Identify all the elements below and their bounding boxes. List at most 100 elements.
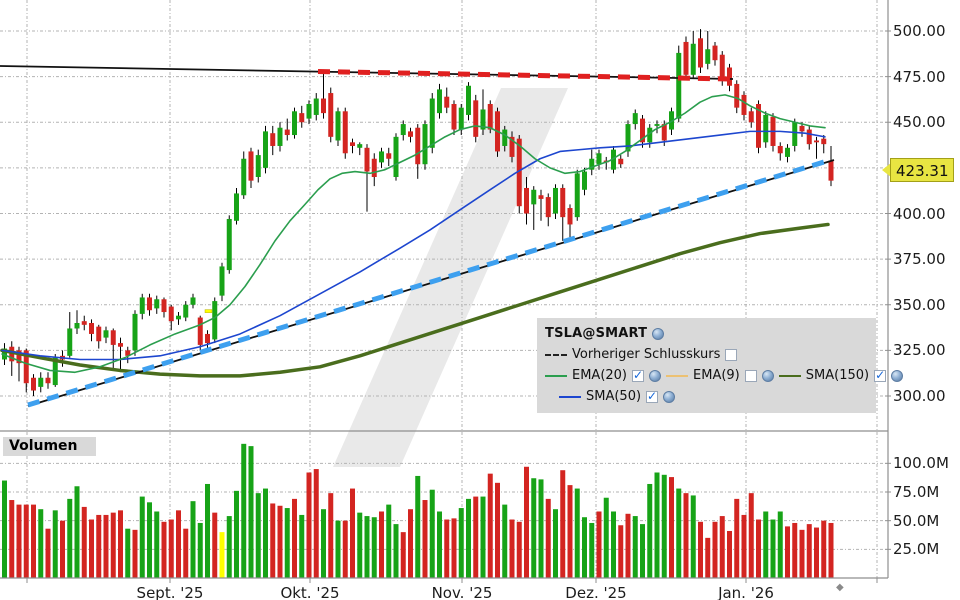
volume-bar xyxy=(444,519,450,578)
volume-bar xyxy=(335,520,341,578)
sma150-line-sample xyxy=(778,374,801,377)
checkbox-sma150[interactable] xyxy=(874,368,887,382)
volume-bar xyxy=(574,488,580,578)
volume-bar xyxy=(212,512,218,578)
volume-bar xyxy=(495,482,500,578)
globe-icon[interactable] xyxy=(652,327,665,340)
candle-body xyxy=(400,124,406,136)
month-axis-label: Dez. '25 xyxy=(565,584,627,600)
candle-body xyxy=(350,142,355,146)
candle-body xyxy=(74,323,80,329)
checkbox-sma50[interactable] xyxy=(646,389,659,403)
volume-bar xyxy=(45,528,51,578)
candle-body xyxy=(618,158,624,165)
checkbox-ema20[interactable] xyxy=(632,368,645,382)
resistance-trendline-dash[interactable] xyxy=(317,69,734,82)
volume-axis-label: 100.0M xyxy=(893,454,949,473)
volume-bar xyxy=(313,469,319,578)
candle-body xyxy=(364,147,370,172)
candle-body xyxy=(219,266,225,296)
candle-body xyxy=(553,187,558,214)
price-axis-label: 450.00 xyxy=(893,113,946,132)
candle-body xyxy=(466,85,471,115)
candle-body xyxy=(234,193,239,221)
candle-body xyxy=(371,158,377,177)
candle-body xyxy=(799,125,805,132)
candle-body xyxy=(502,129,508,146)
checkbox-prev-close[interactable] xyxy=(725,348,738,361)
volume-bar xyxy=(661,474,667,578)
volume-bar xyxy=(734,498,740,578)
volume-bar xyxy=(603,497,609,578)
price-axis-label: 500.00 xyxy=(893,22,946,40)
candle-body xyxy=(31,377,36,391)
volume-bar xyxy=(118,510,123,578)
instrument-title: TSLA@SMART xyxy=(545,326,648,341)
candle-body xyxy=(734,83,740,108)
candle-body xyxy=(277,127,283,146)
candle-body xyxy=(103,330,109,338)
candle-body xyxy=(647,127,653,143)
checkbox-ema9[interactable] xyxy=(744,369,757,382)
volume-bar xyxy=(110,512,116,578)
candle-body xyxy=(154,299,160,309)
volume-bar xyxy=(683,493,689,578)
volume-bar xyxy=(814,527,819,578)
volume-bar xyxy=(705,537,711,578)
volume-bar xyxy=(727,530,732,578)
volume-axis-label: 75.0M xyxy=(893,482,940,501)
volume-bar xyxy=(458,508,464,578)
volume-bar xyxy=(67,498,73,578)
volume-bar xyxy=(473,496,479,578)
axis-cursor-marker[interactable]: ◆ xyxy=(836,582,844,593)
candle-body xyxy=(16,350,22,364)
volume-bar xyxy=(429,489,435,578)
volume-bar xyxy=(176,510,181,578)
volume-panel-title: Volumen xyxy=(3,437,96,456)
volume-bar xyxy=(125,528,131,578)
volume-bar xyxy=(9,500,15,578)
volume-bar xyxy=(712,521,718,578)
legend-label-prev-close: Vorheriger Schlusskurs xyxy=(572,347,721,362)
candle-body xyxy=(806,129,812,145)
volume-bar xyxy=(777,511,783,578)
volume-bar xyxy=(451,518,457,578)
globe-icon[interactable] xyxy=(663,390,676,403)
candle-body xyxy=(67,328,73,356)
candle-body xyxy=(429,98,435,148)
month-axis-label: Jan. '26 xyxy=(718,584,774,600)
volume-bar xyxy=(364,516,370,578)
volume-bar xyxy=(509,519,515,578)
candle-body xyxy=(45,377,51,384)
volume-bar xyxy=(219,532,225,578)
candle-body xyxy=(741,94,747,115)
volume-bar xyxy=(248,446,254,578)
volume-bar xyxy=(502,504,508,578)
candle-body xyxy=(480,109,486,130)
volume-bar xyxy=(516,521,522,578)
volume-bar xyxy=(611,511,616,578)
candle-body xyxy=(567,208,573,225)
volume-bar xyxy=(386,504,392,578)
globe-icon[interactable] xyxy=(649,369,662,382)
candle-body xyxy=(335,111,341,141)
candle-body xyxy=(516,138,522,207)
candle-body xyxy=(263,131,268,168)
volume-bar xyxy=(161,521,167,578)
globe-icon[interactable] xyxy=(761,369,774,382)
volume-bar xyxy=(234,490,239,578)
candle-body xyxy=(118,343,123,347)
volume-bar xyxy=(2,480,7,578)
candle-body xyxy=(814,140,819,143)
volume-bar xyxy=(799,529,805,578)
legend-label-sma150: SMA(150) xyxy=(805,368,870,383)
legend-label-ema9: EMA(9) xyxy=(693,368,740,383)
globe-icon[interactable] xyxy=(891,369,904,382)
candle-body xyxy=(712,45,718,61)
ema9-line-sample xyxy=(666,374,689,377)
volume-bar xyxy=(821,520,827,578)
candle-body xyxy=(248,151,254,181)
candle-body xyxy=(785,147,790,157)
ema20-line xyxy=(1,94,826,374)
